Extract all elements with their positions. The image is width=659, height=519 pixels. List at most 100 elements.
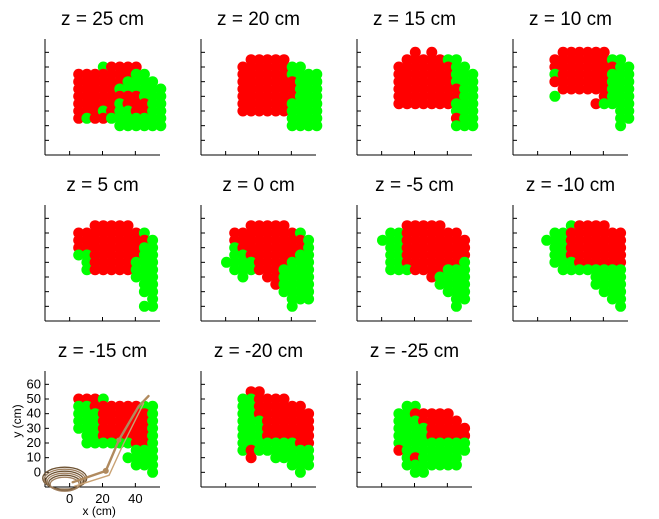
data-point bbox=[237, 271, 249, 283]
data-point bbox=[237, 105, 249, 117]
data-point bbox=[393, 444, 405, 456]
data-point bbox=[557, 83, 569, 95]
y-tick-label: 30 bbox=[27, 420, 41, 435]
data-point bbox=[278, 286, 290, 298]
data-point bbox=[418, 98, 429, 110]
data-point bbox=[303, 293, 315, 305]
data-point bbox=[81, 264, 93, 276]
data-point bbox=[138, 459, 150, 471]
y-tick-label: 0 bbox=[34, 464, 41, 479]
panel-0: z = 25 cm bbox=[44, 9, 167, 156]
data-point bbox=[278, 452, 290, 464]
data-point bbox=[606, 293, 618, 305]
data-point bbox=[565, 83, 577, 95]
data-point bbox=[81, 437, 93, 449]
arm-skeleton-icon bbox=[42, 394, 150, 492]
data-point bbox=[557, 264, 569, 276]
data-point bbox=[590, 278, 602, 290]
data-point bbox=[303, 459, 315, 471]
data-point bbox=[253, 444, 265, 456]
data-point bbox=[442, 459, 454, 471]
panel-title: z = 5 cm bbox=[66, 175, 138, 196]
data-point bbox=[89, 264, 101, 276]
data-point bbox=[114, 264, 126, 276]
data-point bbox=[459, 444, 471, 456]
data-point bbox=[409, 98, 421, 110]
panel-6: z = -5 cm bbox=[356, 175, 472, 322]
data-point bbox=[138, 300, 150, 312]
data-point bbox=[114, 120, 126, 132]
data-point bbox=[401, 264, 413, 276]
data-point bbox=[582, 83, 594, 95]
data-point bbox=[393, 264, 405, 276]
data-point bbox=[122, 264, 134, 276]
data-point bbox=[426, 459, 438, 471]
data-point bbox=[97, 437, 109, 449]
data-point bbox=[262, 271, 273, 283]
data-point bbox=[549, 256, 561, 268]
panel-7: z = -10 cm bbox=[512, 175, 628, 322]
data-point bbox=[582, 264, 594, 276]
data-point bbox=[606, 98, 618, 110]
data-point bbox=[286, 300, 298, 312]
panel-5: z = 0 cm bbox=[200, 175, 316, 322]
data-point bbox=[89, 437, 101, 449]
data-point bbox=[434, 278, 446, 290]
panel-title: z = -15 cm bbox=[58, 341, 147, 362]
data-point bbox=[590, 83, 602, 95]
data-point bbox=[253, 264, 265, 276]
panel-title: z = 10 cm bbox=[529, 9, 612, 30]
panel-title: z = 25 cm bbox=[61, 9, 144, 30]
data-point bbox=[549, 76, 561, 88]
data-point bbox=[155, 120, 167, 132]
data-point bbox=[409, 264, 421, 276]
data-point bbox=[459, 293, 471, 305]
data-point bbox=[426, 271, 438, 283]
panel-3: z = 10 cm bbox=[512, 9, 635, 156]
data-point bbox=[442, 98, 454, 110]
x-tick-label: 0 bbox=[66, 491, 73, 506]
data-point bbox=[89, 112, 101, 124]
data-point bbox=[270, 278, 282, 290]
data-point bbox=[598, 286, 610, 298]
data-point bbox=[262, 444, 273, 456]
data-point bbox=[237, 444, 249, 456]
data-point bbox=[294, 293, 306, 305]
data-point bbox=[401, 459, 413, 471]
y-tick-label: 10 bbox=[27, 450, 41, 465]
data-point bbox=[541, 234, 553, 246]
data-point bbox=[294, 120, 306, 132]
data-point bbox=[81, 112, 93, 124]
data-point bbox=[450, 300, 462, 312]
panel-title: z = -20 cm bbox=[214, 341, 303, 362]
panels-group: z = 25 cm z = 20 cm z = 15 cm z = 10 cm z = … bbox=[10, 9, 635, 518]
data-point bbox=[434, 98, 446, 110]
data-point bbox=[97, 112, 109, 124]
data-point bbox=[245, 264, 257, 276]
data-point bbox=[286, 120, 298, 132]
data-point bbox=[294, 466, 306, 478]
data-point bbox=[377, 234, 388, 246]
data-point bbox=[286, 459, 298, 471]
data-point bbox=[574, 83, 585, 95]
data-point bbox=[97, 264, 109, 276]
data-point bbox=[229, 264, 241, 276]
data-point bbox=[467, 120, 479, 132]
data-point bbox=[303, 120, 315, 132]
data-point bbox=[393, 98, 405, 110]
data-point bbox=[138, 120, 150, 132]
y-axis-label: y (cm) bbox=[10, 404, 24, 437]
data-point bbox=[450, 459, 462, 471]
y-tick-label: 40 bbox=[27, 406, 41, 421]
data-point bbox=[574, 264, 585, 276]
data-point bbox=[221, 256, 232, 268]
data-point bbox=[409, 466, 421, 478]
data-point bbox=[147, 120, 159, 132]
data-point bbox=[270, 452, 282, 464]
data-point bbox=[278, 105, 290, 117]
data-point bbox=[418, 466, 429, 478]
data-point bbox=[253, 105, 265, 117]
panel-9: z = -20 cm bbox=[200, 341, 316, 488]
